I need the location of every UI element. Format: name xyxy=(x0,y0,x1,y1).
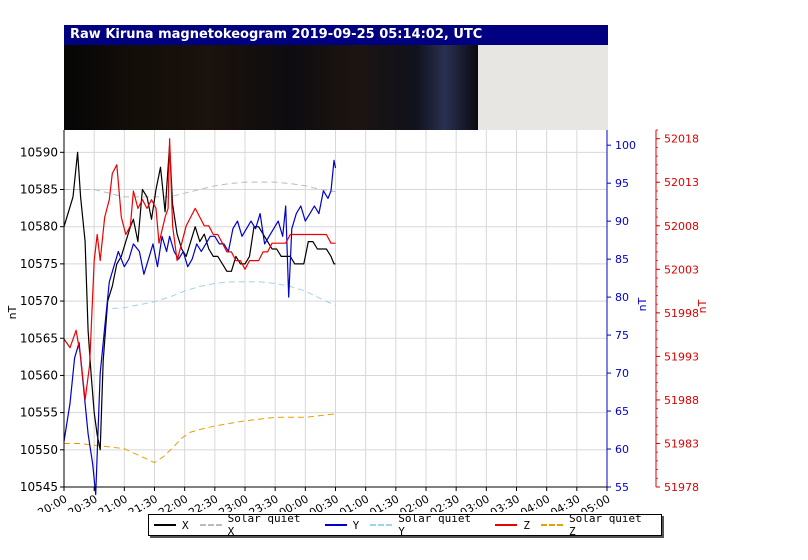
blue-tick-label: 70 xyxy=(615,367,629,380)
legend-label: Solar quiet Y xyxy=(398,512,472,538)
x-tick-label: 22:30 xyxy=(186,492,220,512)
blue-tick-label: 80 xyxy=(615,291,629,304)
x-tick-label: 05:00 xyxy=(579,492,613,512)
legend-swatch xyxy=(199,524,222,526)
legend-label: Solar quiet X xyxy=(227,512,301,538)
x-tick-label: 00:30 xyxy=(307,492,341,512)
red-tick-label: 51993 xyxy=(664,350,699,363)
blue-tick-label: 55 xyxy=(615,481,629,494)
legend-item: Solar quiet Z xyxy=(540,512,655,538)
legend-item: Solar quiet X xyxy=(199,512,314,538)
red-tick-label: 52008 xyxy=(664,220,699,233)
x-tick-label: 00:00 xyxy=(277,492,311,512)
series-solar-quiet-y xyxy=(112,281,336,309)
blue-tick-label: 65 xyxy=(615,405,629,418)
red-tick-label: 51988 xyxy=(664,394,699,407)
x-tick-label: 03:00 xyxy=(458,492,492,512)
legend-swatch xyxy=(495,524,518,526)
left-tick-label: 10565 xyxy=(20,331,58,345)
chart-legend: X Solar quiet X Y Solar quiet Y Z Solar quiet… xyxy=(148,512,662,538)
left-axis-label: nT xyxy=(6,305,19,319)
x-tick-label: 23:30 xyxy=(247,492,281,512)
grid xyxy=(63,130,608,488)
series-z xyxy=(63,138,336,401)
series-solar-quiet-z xyxy=(64,413,336,464)
red-tick-label: 51978 xyxy=(664,481,699,494)
red-axis-label: nT xyxy=(696,299,709,313)
left-tick-label: 10590 xyxy=(20,145,58,159)
x-tick-label: 01:30 xyxy=(367,492,401,512)
series-solar-quiet-x xyxy=(64,181,336,198)
red-tick-label: 51983 xyxy=(664,437,699,450)
red-tick-label: 52013 xyxy=(664,176,699,189)
legend-swatch xyxy=(154,524,176,526)
legend-label: Y xyxy=(352,518,360,532)
x-tick-label: 04:00 xyxy=(518,492,552,512)
x-tick-label: 04:30 xyxy=(548,492,582,512)
legend-swatch xyxy=(540,524,563,526)
left-tick-label: 10575 xyxy=(20,257,58,271)
x-tick-label: 22:00 xyxy=(156,492,190,512)
x-tick-label: 20:00 xyxy=(36,492,70,512)
blue-tick-label: 75 xyxy=(615,329,629,342)
legend-label: Solar quiet Z xyxy=(568,512,642,538)
x-tick-label: 21:00 xyxy=(96,492,130,512)
left-tick-label: 10570 xyxy=(20,294,58,308)
series-y xyxy=(63,159,337,496)
axes: 20:0020:3021:0021:3022:0022:3023:0023:30… xyxy=(6,129,709,512)
left-tick-label: 10560 xyxy=(20,368,58,382)
legend-label: X xyxy=(182,518,189,532)
series-x xyxy=(63,144,336,451)
chart-title: Raw Kiruna magnetokeogram 2019-09-25 05:… xyxy=(64,25,608,45)
blue-tick-label: 60 xyxy=(615,443,629,456)
blue-tick-label: 95 xyxy=(615,177,629,190)
legend-item: Z xyxy=(495,519,530,532)
blue-tick-label: 90 xyxy=(615,215,629,228)
x-tick-label: 01:00 xyxy=(337,492,371,512)
left-tick-label: 10580 xyxy=(20,220,58,234)
series-layer xyxy=(63,138,337,496)
blue-tick-label: 85 xyxy=(615,253,629,266)
x-tick-label: 23:00 xyxy=(217,492,251,512)
blue-axis-label: nT xyxy=(636,297,649,311)
x-tick-label: 02:00 xyxy=(398,492,432,512)
legend-item: Y xyxy=(324,518,360,532)
blue-tick-label: 100 xyxy=(615,139,636,152)
x-tick-label: 20:30 xyxy=(66,492,100,512)
legend-swatch xyxy=(324,524,347,526)
red-tick-label: 52018 xyxy=(664,133,699,146)
left-tick-label: 10550 xyxy=(20,443,58,457)
legend-item: X xyxy=(154,519,189,532)
legend-item: Solar quiet Y xyxy=(370,512,484,538)
legend-swatch xyxy=(370,524,393,526)
x-tick-label: 21:30 xyxy=(126,492,160,512)
left-tick-label: 10585 xyxy=(20,183,58,197)
allsky-keogram-empty xyxy=(478,45,608,130)
left-tick-label: 10545 xyxy=(20,480,58,494)
magnetogram-chart: 20:0020:3021:0021:3022:0022:3023:0023:30… xyxy=(6,129,709,512)
left-tick-label: 10555 xyxy=(20,406,58,420)
allsky-keogram-strip xyxy=(64,45,478,130)
red-tick-label: 52003 xyxy=(664,263,699,276)
x-tick-label: 02:30 xyxy=(428,492,462,512)
legend-label: Z xyxy=(523,518,530,532)
x-tick-label: 03:30 xyxy=(488,492,522,512)
red-tick-label: 51998 xyxy=(664,307,699,320)
